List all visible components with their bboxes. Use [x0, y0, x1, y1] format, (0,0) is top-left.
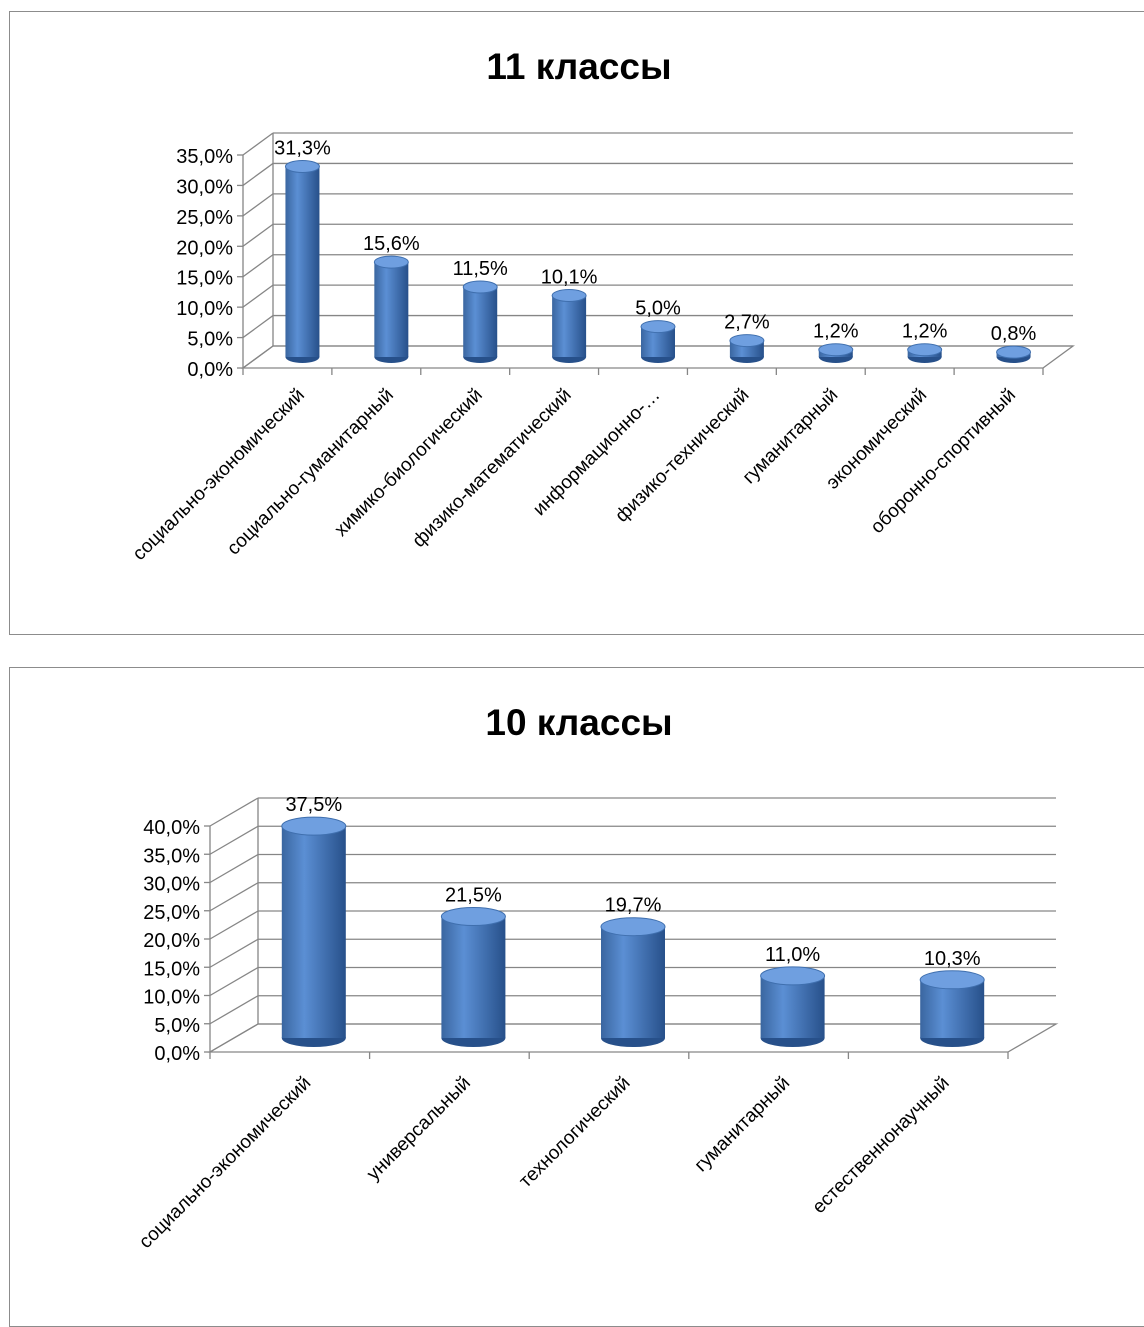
bar-top	[760, 966, 826, 986]
bar-body	[281, 826, 346, 1038]
bar-body	[374, 262, 409, 357]
chart-title-11: 11 классы	[486, 46, 672, 87]
bar	[818, 343, 854, 363]
y-tick-label: 35,0%	[143, 845, 200, 867]
bar-top	[640, 320, 676, 334]
bar	[760, 966, 826, 1047]
bar-top	[281, 816, 347, 836]
x-tick-label: социально-экономический	[135, 1073, 315, 1253]
data-label: 15,6%	[363, 233, 420, 255]
gridline-side	[242, 315, 274, 339]
data-label: 19,7%	[605, 895, 662, 917]
y-tick-label: 15,0%	[143, 958, 200, 980]
bar-body	[760, 975, 825, 1038]
data-label: 2,7%	[724, 312, 770, 334]
y-tick-label: 25,0%	[143, 902, 200, 924]
bar	[440, 907, 506, 1047]
gridline-side	[209, 797, 259, 827]
bar	[281, 816, 347, 1047]
x-tick-label: гуманитарный	[691, 1073, 794, 1176]
data-label: 1,2%	[902, 321, 948, 343]
bar-top	[818, 343, 854, 357]
data-label: 10,1%	[541, 267, 598, 289]
gridline-side	[242, 254, 274, 278]
bar-body	[920, 979, 985, 1038]
y-tick-label: 30,0%	[176, 176, 233, 198]
y-tick-label: 0,0%	[187, 359, 233, 381]
gridline-side	[242, 284, 274, 308]
bar-top	[440, 907, 506, 927]
y-tick-label: 25,0%	[176, 207, 233, 229]
x-tick-label: естественнонаучный	[809, 1073, 954, 1218]
bar-top	[551, 289, 587, 303]
data-label: 21,5%	[445, 885, 502, 907]
y-tick-label: 10,0%	[143, 987, 200, 1009]
gridline-side	[242, 162, 274, 186]
gridline-side	[209, 995, 259, 1025]
data-label: 10,3%	[924, 948, 981, 970]
bar	[600, 917, 666, 1047]
data-label: 37,5%	[285, 794, 342, 816]
bar-top	[600, 917, 666, 937]
gridline-side	[242, 132, 274, 156]
bar-top	[373, 255, 409, 269]
y-tick-label: 5,0%	[154, 1015, 200, 1037]
gridline-side	[209, 966, 259, 997]
bar	[729, 334, 765, 363]
data-label: 0,8%	[991, 323, 1037, 345]
gridline-side	[209, 910, 259, 940]
bar	[640, 320, 676, 363]
y-tick-label: 5,0%	[187, 329, 233, 351]
gridline-side	[209, 853, 259, 884]
bar	[996, 345, 1032, 363]
bar-body	[441, 916, 506, 1038]
data-label: 11,0%	[765, 944, 820, 966]
bar-top	[907, 343, 943, 357]
data-label: 31,3%	[274, 138, 331, 160]
y-tick-label: 10,0%	[176, 298, 233, 320]
y-tick-label: 20,0%	[143, 930, 200, 952]
bar-top	[462, 280, 498, 294]
x-tick-label: универсальный	[363, 1073, 475, 1185]
bar	[907, 343, 943, 363]
y-tick-label: 30,0%	[143, 874, 200, 896]
bar-top	[919, 970, 985, 990]
bar	[284, 160, 320, 363]
bar-body	[463, 287, 498, 357]
data-label: 11,5%	[453, 258, 508, 280]
bar	[373, 255, 409, 363]
chart-11-svg: 0,0% 5,0% 10,0% 15,0% 20,0% 25,0% 30,0% 35,0% 31…	[129, 132, 1075, 565]
y-tick-label: 40,0%	[143, 817, 200, 839]
data-label: 5,0%	[635, 298, 681, 320]
bar-top	[729, 334, 765, 348]
y-tick-label: 20,0%	[176, 237, 233, 259]
gridline-side	[242, 193, 274, 217]
gridline-side	[209, 882, 259, 912]
y-tick-label: 35,0%	[176, 146, 233, 168]
gridline-side	[209, 938, 259, 968]
bar-top	[996, 345, 1032, 359]
x-tick-label: технологический	[515, 1073, 634, 1192]
chart-title-10: 10 классы	[485, 702, 673, 743]
bar-body	[601, 926, 665, 1038]
gridline-side	[242, 223, 274, 247]
y-tick-label: 0,0%	[154, 1043, 200, 1065]
data-label: 1,2%	[813, 321, 859, 343]
gridline-side	[209, 825, 259, 855]
y-tick-label: 15,0%	[176, 268, 233, 290]
chart-floor	[207, 1023, 1059, 1053]
bar	[462, 280, 498, 363]
bar-body	[552, 295, 587, 357]
bar	[919, 970, 985, 1047]
bar-top	[284, 160, 320, 174]
bar	[551, 289, 587, 363]
bar-body	[285, 166, 320, 357]
